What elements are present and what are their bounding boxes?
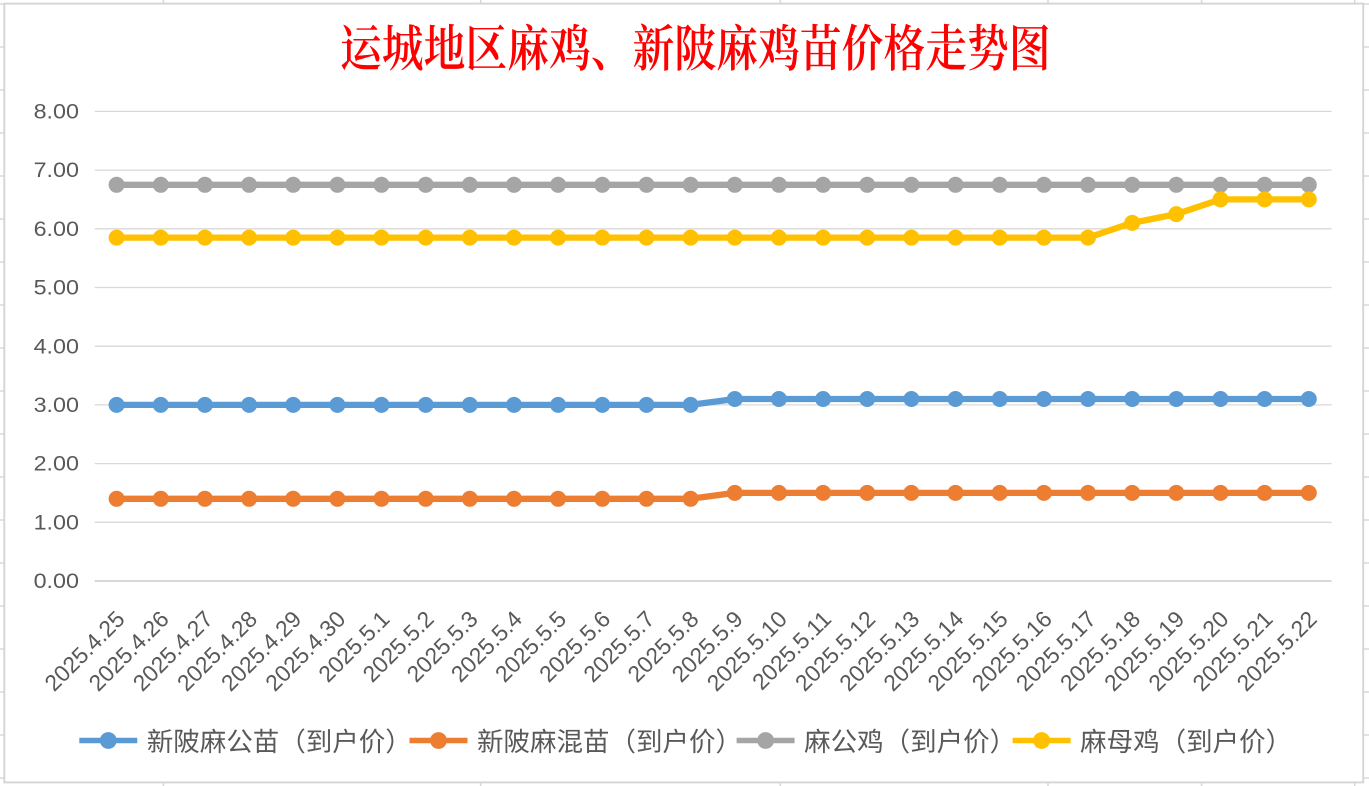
svg-text:4.00: 4.00	[34, 334, 79, 358]
svg-text:0.00: 0.00	[34, 569, 79, 593]
svg-text:1.00: 1.00	[34, 510, 79, 534]
svg-text:8.00: 8.00	[34, 100, 79, 124]
svg-text:7.00: 7.00	[34, 158, 79, 182]
svg-text:5.00: 5.00	[34, 276, 79, 300]
svg-text:3.00: 3.00	[34, 393, 79, 417]
svg-text:6.00: 6.00	[34, 217, 79, 241]
svg-text:2.00: 2.00	[34, 452, 79, 476]
